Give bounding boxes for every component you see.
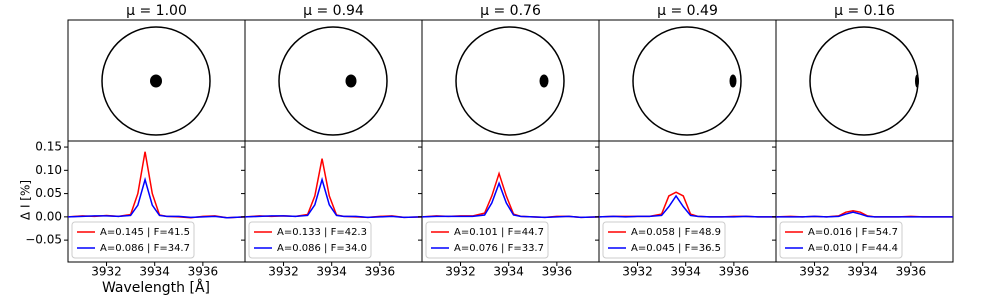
stellar-disk — [809, 26, 919, 136]
spot — [915, 74, 919, 88]
x-tick-label: 3936 — [719, 265, 750, 279]
line-series — [776, 211, 953, 218]
x-tick-label: 3934 — [670, 265, 701, 279]
x-tick-label: 3934 — [493, 265, 524, 279]
y-tick-label: 0.15 — [35, 140, 62, 154]
legend-label: A=0.086 | F=34.0 — [277, 243, 367, 254]
line-series — [244, 176, 423, 219]
x-tick-label: 3932 — [799, 265, 830, 279]
y-axis-label: Δ I [%] — [19, 180, 33, 220]
x-axis-label: Wavelength [Å] — [102, 279, 210, 296]
panel-title: μ = 0.16 — [834, 3, 895, 19]
legend-box — [602, 221, 726, 259]
line-series — [67, 176, 246, 219]
x-tick-label: 3932 — [445, 265, 476, 279]
disk-frame — [598, 19, 777, 142]
x-tick-label: 3932 — [91, 265, 122, 279]
legend-box — [425, 221, 549, 259]
x-tick-label: 3936 — [188, 265, 219, 279]
x-tick-label: 3934 — [139, 265, 170, 279]
disk-frame — [775, 19, 954, 142]
x-tick-label: 3934 — [316, 265, 347, 279]
x-tick-label: 3936 — [896, 265, 927, 279]
line-series — [67, 151, 246, 219]
legend-label: A=0.133 | F=42.3 — [277, 227, 367, 238]
legend-label: A=0.058 | F=48.9 — [631, 227, 721, 238]
spot — [150, 74, 162, 88]
plot-frame — [775, 140, 954, 263]
legend-label: A=0.145 | F=41.5 — [100, 227, 190, 238]
x-tick-label: 3936 — [542, 265, 573, 279]
x-tick-label: 3932 — [268, 265, 299, 279]
panel-title: μ = 0.49 — [657, 3, 718, 19]
spot — [729, 74, 737, 88]
legend-label: A=0.045 | F=36.5 — [631, 243, 721, 254]
y-tick-label: 0.05 — [35, 186, 62, 200]
stellar-disk — [101, 26, 211, 136]
x-tick-label: 3934 — [847, 265, 878, 279]
panel-title: μ = 1.00 — [126, 3, 187, 19]
line-series — [244, 158, 423, 219]
stellar-disk — [455, 26, 565, 136]
legend-box — [71, 221, 195, 259]
y-tick-label: −0.05 — [25, 233, 62, 247]
panel-title: μ = 0.76 — [480, 3, 541, 19]
legend-box — [248, 221, 372, 259]
line-series — [421, 181, 600, 219]
stellar-disk — [632, 26, 742, 136]
spot — [539, 74, 549, 88]
legend-label: A=0.016 | F=54.7 — [808, 227, 898, 238]
stellar-disk — [278, 26, 388, 136]
legend-label: A=0.076 | F=33.7 — [454, 243, 544, 254]
line-series — [598, 191, 776, 218]
legend-box — [779, 221, 903, 259]
legend-label: A=0.086 | F=34.7 — [100, 243, 190, 254]
disk-frame — [421, 19, 600, 142]
panel-title: μ = 0.94 — [303, 3, 364, 19]
disk-frame — [244, 19, 423, 142]
legend-label: A=0.101 | F=44.7 — [454, 227, 544, 238]
spot — [345, 74, 357, 88]
x-tick-label: 3932 — [622, 265, 653, 279]
line-series — [598, 194, 776, 218]
y-tick-label: 0.10 — [35, 163, 62, 177]
legend-label: A=0.010 | F=44.4 — [808, 243, 898, 254]
y-tick-label: 0.00 — [35, 209, 62, 223]
x-tick-label: 3936 — [365, 265, 396, 279]
